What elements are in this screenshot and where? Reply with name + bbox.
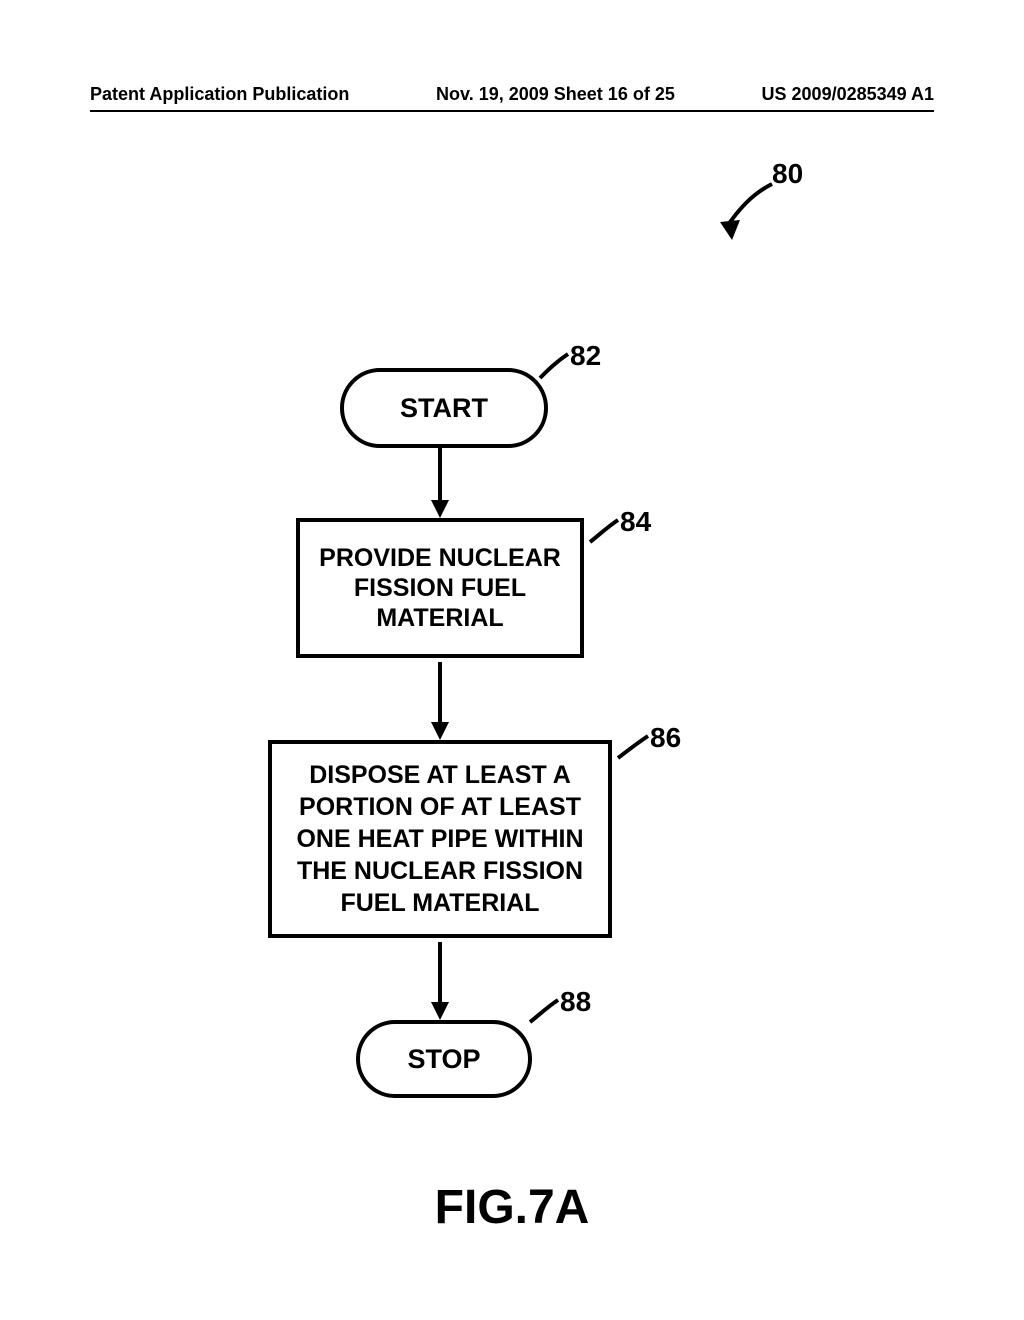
flowchart: START PROVIDE NUCLEAR FISSION FUEL MATER… [0, 150, 1024, 1050]
arrow-1-line [438, 444, 442, 502]
node-stop: STOP [356, 1020, 532, 1098]
arrow-1-head [431, 500, 449, 518]
header-center: Nov. 19, 2009 Sheet 16 of 25 [436, 84, 675, 105]
header-right: US 2009/0285349 A1 [762, 84, 934, 105]
ref-86: 86 [650, 722, 681, 754]
node-provide-text: PROVIDE NUCLEAR FISSION FUEL MATERIAL [308, 543, 572, 633]
node-start-text: START [400, 393, 488, 424]
ref-82: 82 [570, 340, 601, 372]
node-start: START [340, 368, 548, 448]
ref-84: 84 [620, 506, 651, 538]
header-rule [90, 110, 934, 112]
arrow-2-head [431, 722, 449, 740]
page-header: Patent Application Publication Nov. 19, … [0, 84, 1024, 105]
node-dispose: DISPOSE AT LEAST A PORTION OF AT LEAST O… [268, 740, 612, 938]
arrow-2-line [438, 662, 442, 724]
figure-label: FIG.7A [0, 1180, 1024, 1235]
arrow-3-head [431, 1002, 449, 1020]
page: Patent Application Publication Nov. 19, … [0, 0, 1024, 1320]
node-stop-text: STOP [407, 1044, 480, 1075]
header-left: Patent Application Publication [90, 84, 349, 105]
ref-80: 80 [772, 158, 803, 190]
arrow-3-line [438, 942, 442, 1004]
node-dispose-text: DISPOSE AT LEAST A PORTION OF AT LEAST O… [280, 759, 600, 919]
node-provide: PROVIDE NUCLEAR FISSION FUEL MATERIAL [296, 518, 584, 658]
ref-88: 88 [560, 986, 591, 1018]
